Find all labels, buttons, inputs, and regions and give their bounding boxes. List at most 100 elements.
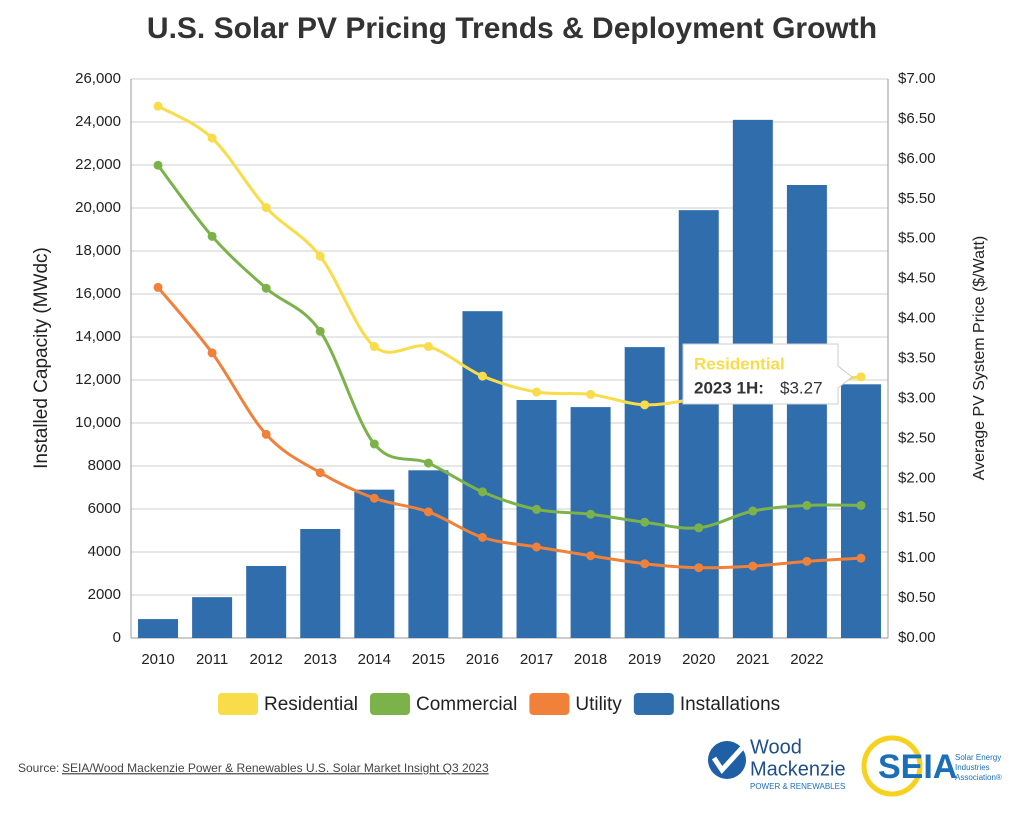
legend-swatch: [529, 693, 570, 715]
legend-label: Utility: [575, 694, 622, 715]
point: [532, 504, 542, 514]
tooltip-label: 2023 1H:: [694, 378, 764, 397]
point: [315, 251, 325, 261]
point: [369, 342, 379, 352]
legend-label: Residential: [264, 694, 358, 715]
y2-tick-label: $4.00: [898, 310, 936, 327]
y-tick-label: 24,000: [75, 113, 121, 130]
point: [532, 387, 542, 397]
point: [369, 439, 379, 449]
x-tick-label: 2011: [196, 651, 228, 668]
source-link[interactable]: SEIA/Wood Mackenzie Power & Renewables U…: [62, 761, 489, 775]
legend-label: Commercial: [416, 694, 517, 715]
legend-label: Installations: [680, 694, 780, 715]
point: [532, 542, 542, 552]
y-tick-label: 18,000: [75, 242, 121, 259]
bar: [678, 210, 719, 638]
y2-tick-label: $1.50: [898, 509, 936, 526]
tooltip-value: $3.27: [780, 378, 823, 397]
point: [423, 458, 433, 468]
logo-check: [711, 746, 744, 775]
bar: [840, 384, 881, 638]
bar: [462, 311, 503, 638]
point: [261, 429, 271, 439]
point: [802, 500, 812, 510]
x-tick-label: 2016: [466, 651, 499, 668]
bar: [300, 528, 341, 638]
tooltip-box: [682, 343, 853, 405]
point: [748, 506, 758, 516]
logo-text: POWER & RENEWABLES: [750, 782, 845, 791]
y2-tick-label: $0.50: [898, 589, 936, 606]
point: [586, 551, 596, 561]
point: [207, 133, 217, 143]
x-tick-label: 2020: [682, 651, 715, 668]
point: [586, 509, 596, 519]
y2-tick-label: $3.50: [898, 349, 936, 366]
point: [748, 561, 758, 571]
point: [423, 342, 433, 352]
point: [640, 517, 650, 527]
x-tick-label: 2019: [628, 651, 661, 668]
point: [261, 203, 271, 213]
x-tick-label: 2021: [736, 651, 769, 668]
point: [640, 400, 650, 410]
point: [261, 283, 271, 293]
y-tick-label: 16,000: [75, 285, 121, 302]
logo-text: Industries: [955, 763, 990, 772]
point: [856, 553, 866, 563]
y-tick-label: 2000: [88, 586, 121, 603]
x-tick-label: 2013: [304, 651, 337, 668]
point: [586, 389, 596, 399]
point: [477, 532, 487, 542]
bar: [246, 565, 287, 638]
tooltip-title: Residential: [694, 354, 785, 373]
y-tick-label: 12,000: [75, 371, 121, 388]
point: [315, 326, 325, 336]
y-tick-label: 26,000: [75, 70, 121, 87]
chart-title: U.S. Solar PV Pricing Trends & Deploymen…: [147, 12, 877, 45]
wood-mackenzie-logo: Wood Mackenzie POWER & RENEWABLES: [708, 736, 846, 791]
y2-tick-label: $6.00: [898, 150, 936, 167]
seia-logo: SEIA Solar Energy Industries Association…: [861, 735, 1002, 797]
bar: [624, 347, 665, 638]
bar: [138, 619, 179, 638]
y2-tick-label: $4.50: [898, 270, 936, 287]
y2-tick-label: $5.00: [898, 230, 936, 247]
x-tick-label: 2018: [574, 651, 607, 668]
point: [694, 523, 704, 533]
x-tick-label: 2017: [520, 651, 553, 668]
x-tick-label: 2010: [141, 651, 174, 668]
point: [856, 500, 866, 510]
y-tick-label: 10,000: [75, 414, 121, 431]
bar: [408, 470, 449, 638]
y2-tick-label: $5.50: [898, 190, 936, 207]
point: [423, 507, 433, 517]
logo-text: Solar Energy: [955, 753, 1001, 762]
point: [369, 493, 379, 503]
bar: [786, 184, 827, 638]
bar: [516, 399, 557, 638]
y2-tick-label: $3.00: [898, 389, 936, 406]
bar: [354, 489, 395, 638]
legend-swatch: [218, 693, 258, 715]
point: [207, 348, 217, 358]
x-tick-label: 2014: [358, 651, 391, 668]
source-prefix: Source:: [18, 761, 59, 775]
y2-tick-label: $7.00: [898, 70, 936, 87]
y2-tick-label: $6.50: [898, 110, 936, 127]
y-tick-label: 0: [113, 629, 121, 646]
point: [315, 468, 325, 478]
y2-tick-label: $0.00: [898, 629, 936, 646]
y-tick-label: 4000: [88, 543, 121, 560]
logo-text: SEIA: [878, 748, 957, 786]
y2-tick-label: $2.50: [898, 429, 936, 446]
bar: [570, 407, 611, 638]
legend-swatch: [370, 693, 410, 715]
y-axis-title: Installed Capacity (MWdc): [31, 247, 52, 469]
x-tick-label: 2022: [790, 651, 823, 668]
point: [640, 559, 650, 569]
point: [153, 101, 163, 111]
